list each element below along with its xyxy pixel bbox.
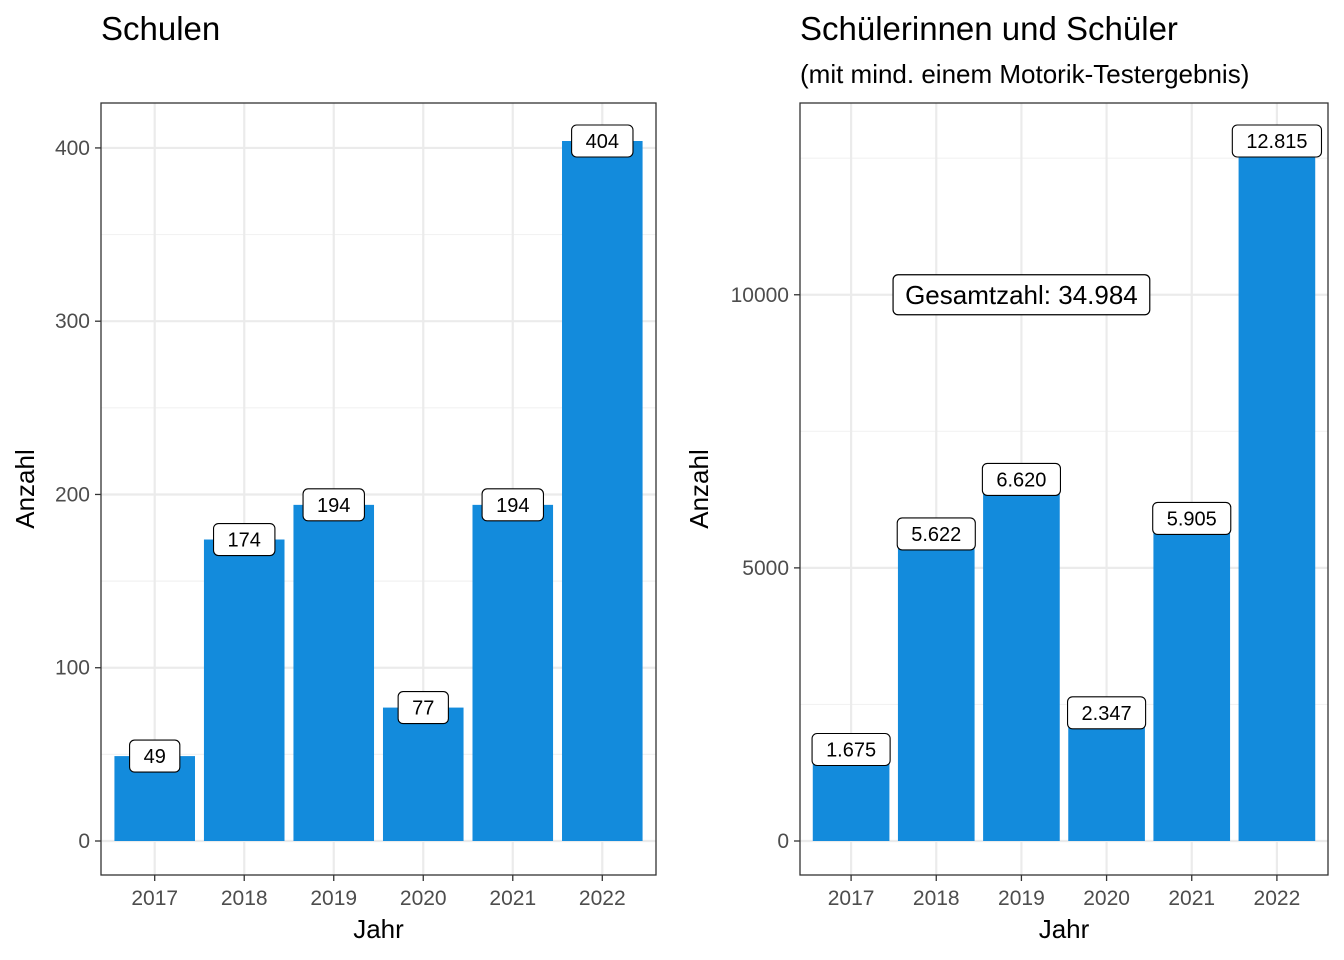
chart-title: Schulen (101, 10, 220, 47)
data-label-text: 404 (586, 131, 619, 153)
data-label-box (1152, 501, 1232, 535)
y-axis-title: Anzahl (684, 449, 714, 529)
data-label-2022: 404 (571, 124, 634, 158)
chart-schulen: Schulen 0 100 200 300 400 2017 2018 2019 2020 2021… (10, 10, 657, 944)
bar-2018 (897, 533, 975, 841)
data-label-box (981, 462, 1062, 496)
x-tick-label: 2019 (998, 887, 1045, 910)
x-tick-label: 2020 (1083, 887, 1130, 910)
total-annotation-text: Gesamtzahl: 34.984 (905, 280, 1138, 310)
x-tick-label: 2021 (489, 887, 536, 910)
data-label-box (811, 732, 891, 767)
x-tick-label: 2022 (579, 887, 626, 910)
bar-2022 (562, 141, 643, 841)
x-tick-label: 2022 (1254, 887, 1301, 910)
data-label-text: 1.675 (826, 740, 876, 762)
x-tick-label: 2018 (913, 887, 960, 910)
panel-border (799, 102, 1329, 876)
y-tick-label: 100 (55, 657, 90, 680)
bar-2021 (1153, 518, 1231, 841)
y-tick-label: 10000 (731, 284, 789, 307)
data-label-text: 174 (228, 530, 261, 552)
data-label-box (481, 488, 545, 522)
bar-2020 (382, 707, 464, 841)
y-axis-title: Anzahl (10, 449, 40, 529)
data-label-text: 5.905 (1167, 508, 1217, 530)
data-label-2018: 5.622 (896, 517, 976, 551)
data-label-2020: 77 (397, 691, 449, 725)
y-tick-label: 400 (55, 137, 90, 160)
bar-2021 (472, 504, 554, 841)
chart-schueler: Schülerinnen und Schüler (mit mind. einem… (684, 10, 1329, 944)
data-label-2021: 194 (481, 488, 545, 522)
total-annotation-box (892, 274, 1151, 316)
chart-title: Schülerinnen und Schüler (800, 10, 1178, 47)
x-tick-label: 2017 (828, 887, 875, 910)
data-label-2018: 174 (212, 522, 276, 557)
bar-2020 (1068, 712, 1145, 841)
data-label-2022: 12.815 (1231, 124, 1323, 158)
y-tick-label: 0 (78, 830, 90, 853)
data-label-box (212, 522, 276, 557)
data-label-box (571, 124, 634, 158)
data-label-box (1231, 124, 1323, 158)
data-label-text: 194 (317, 495, 350, 517)
data-label-2020: 2.347 (1066, 696, 1147, 730)
panel-border (100, 102, 657, 876)
x-tick-label: 2017 (131, 887, 178, 910)
data-label-2019: 6.620 (981, 462, 1062, 496)
data-label-box (129, 739, 181, 773)
data-label-2019: 194 (302, 488, 365, 522)
y-tick-label: 0 (777, 830, 789, 853)
x-tick-label: 2019 (310, 887, 357, 910)
y-tick-label: 300 (55, 310, 90, 333)
y-tick-label: 5000 (742, 557, 789, 580)
total-annotation: Gesamtzahl: 34.984 (892, 274, 1151, 316)
data-label-box (302, 488, 365, 522)
data-label-text: 49 (144, 746, 166, 768)
bar-2018 (203, 539, 285, 841)
x-axis-title: Jahr (353, 914, 404, 944)
data-label-text: 77 (412, 698, 434, 720)
data-label-box (397, 691, 449, 725)
x-tick-label: 2020 (400, 887, 447, 910)
x-axis-title: Jahr (1039, 914, 1090, 944)
data-label-text: 6.620 (996, 469, 1046, 491)
data-label-text: 194 (496, 495, 529, 517)
x-tick-label: 2021 (1168, 887, 1215, 910)
data-label-text: 5.622 (911, 524, 961, 546)
x-tick-label: 2018 (221, 887, 268, 910)
data-label-text: 12.815 (1246, 131, 1307, 153)
data-label-2021: 5.905 (1152, 501, 1232, 535)
data-label-2017: 49 (129, 739, 181, 773)
data-label-box (896, 517, 976, 551)
bar-2019 (293, 504, 375, 841)
bar-2019 (983, 479, 1060, 841)
data-label-text: 2.347 (1082, 703, 1132, 725)
y-tick-label: 200 (55, 483, 90, 506)
data-label-box (1066, 696, 1147, 730)
data-label-2017: 1.675 (811, 732, 891, 767)
bar-2022 (1238, 141, 1316, 841)
chart-subtitle: (mit mind. einem Motorik-Testergebnis) (800, 59, 1249, 89)
